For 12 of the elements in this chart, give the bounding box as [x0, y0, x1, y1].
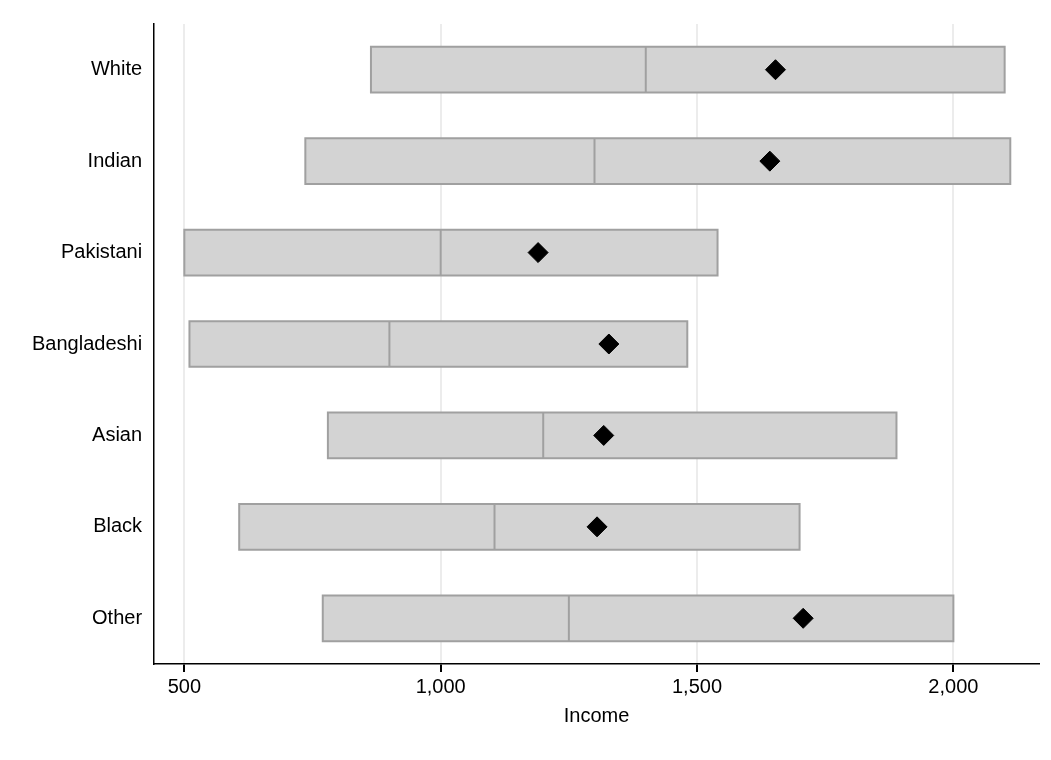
x-tick-label: 500 [167, 674, 202, 697]
y-tick-label: Black [93, 514, 144, 537]
x-axis-title: Income [563, 703, 630, 726]
y-tick-label: Bangladeshi [31, 331, 143, 354]
x-tick-label: 2,000 [928, 674, 979, 697]
y-tick-label: White [90, 57, 143, 80]
x-tick-label: 1,500 [672, 674, 723, 697]
y-tick-label: Pakistani [60, 240, 143, 263]
y-tick-label: Other [92, 605, 143, 628]
y-tick-label: Asian [92, 422, 143, 445]
x-tick-label: 1,000 [415, 674, 466, 697]
y-tick-label: Indian [87, 148, 143, 171]
